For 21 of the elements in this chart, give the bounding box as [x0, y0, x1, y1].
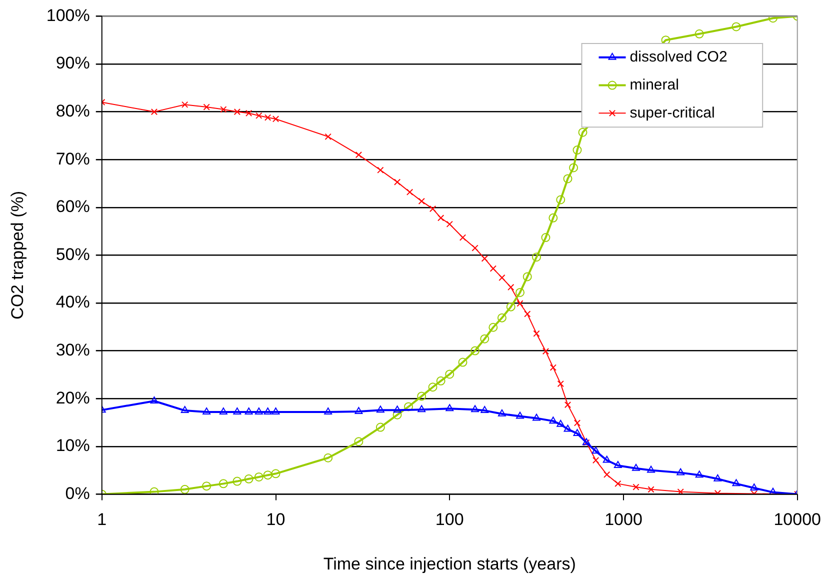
x-tick-label: 100: [435, 510, 464, 530]
y-tick-label: 20%: [56, 388, 90, 408]
legend-label: mineral: [630, 76, 679, 94]
y-tick-label: 70%: [56, 149, 90, 168]
y-tick-label: 50%: [56, 244, 90, 264]
x-tick-label: 10000: [774, 510, 822, 530]
x-tick-label: 1: [97, 510, 107, 530]
y-tick-label: 100%: [46, 6, 90, 25]
legend-label: super-critical: [630, 104, 715, 122]
y-tick-label: 30%: [56, 340, 90, 360]
y-tick-label: 80%: [56, 101, 90, 120]
x-tick-label: 1000: [604, 510, 642, 530]
y-tick-label: 10%: [56, 436, 90, 456]
y-tick-label: 40%: [56, 292, 90, 312]
y-tick-label: 90%: [56, 54, 90, 73]
x-axis-title: Time since injection starts (years): [323, 554, 576, 574]
y-tick-label: 0%: [65, 484, 90, 503]
legend-label: dissolved CO2: [630, 48, 728, 66]
x-tick-label: 10: [266, 510, 286, 530]
y-tick-label: 60%: [56, 197, 90, 216]
y-axis-title: CO2 trapped (%): [8, 190, 27, 320]
